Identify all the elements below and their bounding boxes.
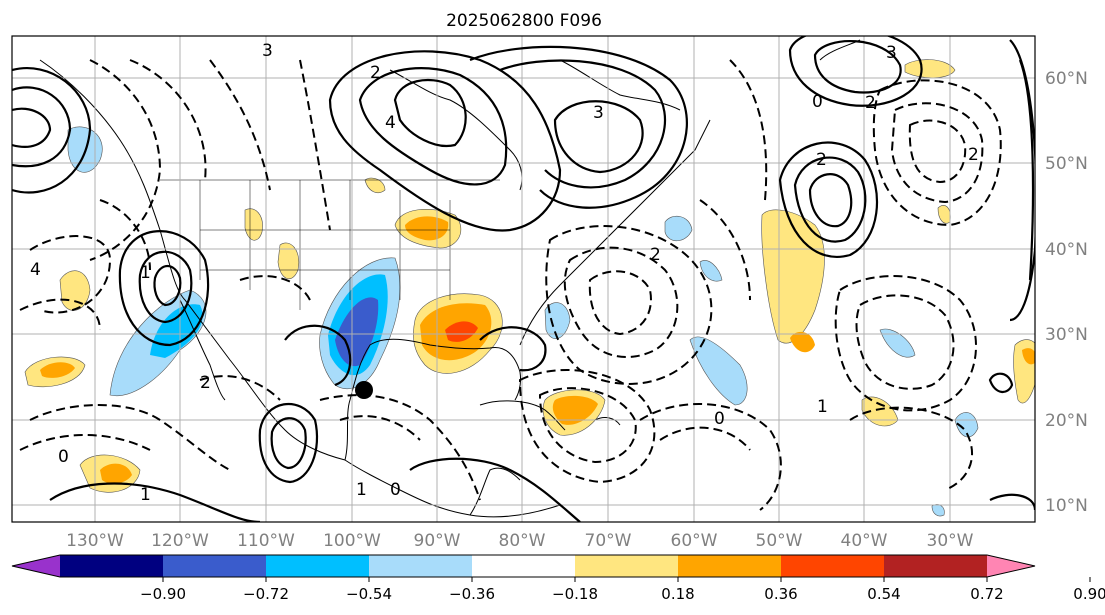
- colorbar-extension-high: [987, 555, 1035, 577]
- colorbar-segment: [369, 555, 473, 577]
- contour-label: 4: [30, 260, 41, 280]
- contour-label: 1: [356, 480, 367, 500]
- colorbar-segment: [266, 555, 370, 577]
- lon-label: 110°W: [237, 531, 295, 551]
- colorbar-tick-label: −0.54: [346, 585, 392, 603]
- lat-label: 20°N: [1045, 411, 1088, 431]
- colorbar-segment: [163, 555, 267, 577]
- shaded-fields: [24, 59, 1035, 517]
- map-area: [12, 36, 1035, 522]
- contour-labels: 3 2 4 3 1 2 0 2 3 4 2 1 0 1 2 0 2 1 0: [30, 41, 979, 505]
- contour-label: 3: [593, 103, 604, 123]
- contour-label: 3: [262, 41, 273, 61]
- colorbar-tick-label: −0.36: [449, 585, 495, 603]
- colorbar-segment: [575, 555, 679, 577]
- colorbar: −0.90 −0.72 −0.54 −0.36 −0.18 0.18 0.36 0.54 0.7…: [11, 554, 1105, 603]
- lon-label: 30°W: [927, 531, 974, 551]
- lon-label: 130°W: [66, 531, 124, 551]
- colorbar-segment: [472, 555, 576, 577]
- contour-label: 0: [390, 480, 401, 500]
- contour-label: 0: [812, 92, 823, 112]
- contour-label: 1: [140, 485, 151, 505]
- lon-label: 120°W: [151, 531, 209, 551]
- lon-label: 60°W: [671, 531, 718, 551]
- contour-label: 4: [385, 113, 396, 133]
- lat-label: 10°N: [1045, 496, 1088, 516]
- lon-label: 50°W: [756, 531, 803, 551]
- map-title: 2025062800 F096: [446, 11, 602, 31]
- contour-label: 2: [865, 93, 876, 113]
- latitude-labels: 60°N 50°N 40°N 30°N 20°N 10°N: [1045, 69, 1088, 516]
- dashed-contours: [19, 59, 1002, 511]
- colorbar-outline: [11, 554, 1036, 578]
- colorbar-tick-label: 0.72: [970, 585, 1003, 603]
- lon-label: 90°W: [414, 531, 461, 551]
- colorbar-tick-label: 0.54: [867, 585, 900, 603]
- state-borders: [160, 179, 500, 310]
- colorbar-tick-label: 0.36: [764, 585, 797, 603]
- lat-label: 30°N: [1045, 325, 1088, 345]
- lon-label: 100°W: [323, 531, 381, 551]
- contour-label: 2: [200, 373, 211, 393]
- map-frame: [11, 35, 1036, 523]
- colorbar-tick-label: 0.90: [1073, 585, 1105, 603]
- contour-label: 2: [650, 245, 661, 265]
- colorbar-extension-low: [12, 555, 60, 577]
- colorbar-tick-label: −0.90: [140, 585, 186, 603]
- contour-label: 1: [817, 397, 828, 417]
- solid-contours: [12, 36, 1035, 522]
- colorbar-tick-label: −0.18: [552, 585, 598, 603]
- lon-label: 70°W: [585, 531, 632, 551]
- contour-label: 0: [58, 447, 69, 467]
- contour-label: 3: [886, 43, 897, 63]
- colorbar-segment: [884, 555, 988, 577]
- colorbar-tick-label: −0.72: [243, 585, 289, 603]
- contour-label: 1: [140, 263, 151, 283]
- contour-label: 2: [968, 145, 979, 165]
- lon-label: 80°W: [499, 531, 546, 551]
- colorbar-tick-label: 0.18: [661, 585, 694, 603]
- lon-label: 40°W: [841, 531, 888, 551]
- lat-label: 40°N: [1045, 240, 1088, 260]
- storm-center-marker: [355, 381, 373, 399]
- colorbar-segment: [678, 555, 782, 577]
- colorbar-segment: [781, 555, 885, 577]
- lat-label: 50°N: [1045, 154, 1088, 174]
- contour-label: 0: [714, 409, 725, 429]
- graticule: [12, 36, 1035, 522]
- lat-label: 60°N: [1045, 69, 1088, 89]
- longitude-labels: 130°W 120°W 110°W 100°W 90°W 80°W 70°W 6…: [66, 531, 974, 551]
- contour-label: 2: [370, 63, 381, 83]
- contour-label: 2: [816, 150, 827, 170]
- colorbar-segment: [60, 555, 164, 577]
